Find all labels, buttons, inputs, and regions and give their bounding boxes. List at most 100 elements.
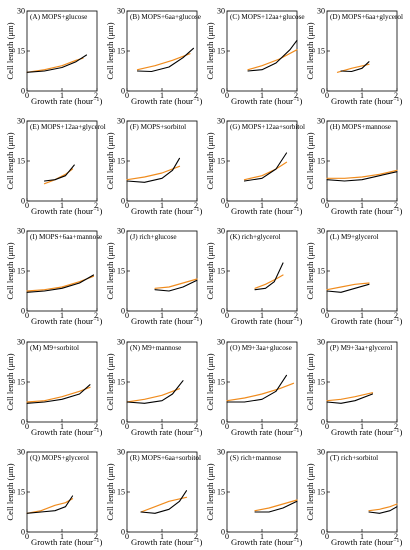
panel-title: (L) M9+glycerol	[330, 233, 379, 241]
panel-e: (E) MOPS+12aa+glycerol 0 15 30 0 1 Cell length…	[5, 117, 106, 217]
x-axis-title: Growth rate (hour−1)	[231, 206, 302, 216]
panel-p: (P) M9+3aa+glycerol 0 15 30 0 1 Cell length (μ…	[305, 338, 402, 438]
y-tick-label: 0	[221, 307, 225, 316]
panel-h: (H) MOPS+mannose 0 15 30 0 1 Cell length (μm) G…	[305, 117, 402, 217]
y-tick-label: 30	[217, 117, 225, 126]
panel-title: (F) MOPS+sorbitol	[130, 123, 186, 131]
black-curve	[26, 274, 95, 293]
x-tick-label: 1	[260, 311, 264, 320]
panel-o: (O) M9+3aa+glucose 0 15 30 0 1 Cell length (μm…	[205, 338, 302, 438]
plot-frame	[326, 341, 398, 423]
y-axis-title: Cell length (μm)	[305, 463, 315, 520]
orange-curve	[26, 57, 84, 73]
y-tick-label: 0	[321, 418, 325, 427]
panel-a: (A) MOPS+glucose 0 15 30 0 1 Cell length (μm) G…	[5, 7, 102, 107]
x-tick-label: 1	[360, 422, 364, 431]
black-curve	[226, 374, 288, 403]
x-tick-label: 1	[360, 311, 364, 320]
black-curve	[26, 54, 88, 73]
panel-title: (P) M9+3aa+glycerol	[330, 344, 392, 352]
x-tick-label: 1	[160, 91, 164, 100]
x-tick-label: 0	[125, 311, 129, 320]
y-tick-label: 15	[317, 157, 325, 166]
y-tick-label: 15	[217, 47, 225, 56]
x-tick-label: 2	[94, 311, 98, 320]
x-tick-label: 1	[160, 532, 164, 541]
black-curve	[26, 384, 91, 404]
panel-b: (B) MOPS+6aa+glucose 0 15 30 0 1 Cell length (…	[105, 7, 202, 107]
x-tick-label: 1	[260, 91, 264, 100]
plot-frame	[226, 230, 298, 312]
y-tick-label: 15	[117, 157, 125, 166]
x-tick-label: 0	[125, 201, 129, 210]
y-axis-title: Cell length (μm)	[5, 132, 15, 189]
panel-l: (L) M9+glycerol 0 15 30 0 1 Cell length (μm) Gr…	[305, 227, 402, 327]
y-axis-title: Cell length (μm)	[5, 463, 15, 520]
plot-frame	[26, 341, 98, 423]
y-tick-label: 30	[17, 117, 25, 126]
panel-title: (E) MOPS+12aa+glycerol	[30, 123, 106, 131]
x-tick-label: 2	[394, 311, 398, 320]
x-tick-label: 1	[60, 311, 64, 320]
x-tick-label: 0	[125, 532, 129, 541]
panel-k: (K) rich+glycerol 0 15 30 0 1 Cell length (μm)…	[205, 227, 302, 327]
x-axis-title: Growth rate (hour−1)	[131, 537, 202, 547]
black-curve	[326, 171, 398, 182]
x-axis-title: Growth rate (hour−1)	[131, 96, 202, 106]
panel-title: (G) MOPS+12aa+sorbitol	[230, 123, 305, 131]
panel-i: (I) MOPS+6aa+mannose 0 15 30 0 1 Cell length (…	[5, 227, 102, 327]
x-tick-label: 1	[60, 422, 64, 431]
panel-title: (K) rich+glycerol	[230, 233, 281, 241]
orange-curve	[26, 498, 74, 514]
y-axis-title: Cell length (μm)	[205, 22, 215, 79]
black-curve	[243, 152, 288, 182]
y-tick-label: 30	[117, 448, 125, 457]
x-tick-label: 2	[194, 422, 198, 431]
x-tick-label: 1	[260, 201, 264, 210]
panel-title: (M) M9+sorbitol	[30, 344, 79, 352]
y-tick-label: 15	[17, 267, 25, 276]
black-curve	[136, 47, 195, 73]
black-curve	[340, 61, 370, 73]
x-axis-title: Growth rate (hour−1)	[31, 96, 102, 106]
y-tick-label: 15	[217, 378, 225, 387]
y-tick-label: 30	[317, 448, 325, 457]
orange-curve	[126, 388, 181, 403]
y-axis-title: Cell length (μm)	[305, 242, 315, 299]
panel-title: (Q) MOPS+glycerol	[30, 454, 89, 462]
orange-curve	[326, 282, 370, 291]
y-tick-label: 0	[121, 87, 125, 96]
y-tick-label: 30	[17, 227, 25, 236]
x-tick-label: 1	[260, 532, 264, 541]
plot-frame	[126, 230, 198, 312]
y-axis-title: Cell length (μm)	[205, 353, 215, 410]
orange-curve	[26, 386, 91, 403]
orange-curve	[154, 278, 198, 289]
y-tick-label: 30	[317, 117, 325, 126]
y-tick-label: 30	[117, 117, 125, 126]
x-axis-title: Growth rate (hour−1)	[31, 537, 102, 547]
y-tick-label: 30	[17, 338, 25, 347]
x-tick-label: 2	[94, 91, 98, 100]
y-tick-label: 0	[321, 307, 325, 316]
plot-frame	[326, 451, 398, 533]
orange-curve	[247, 49, 298, 71]
x-tick-label: 0	[25, 91, 29, 100]
y-tick-label: 30	[317, 338, 325, 347]
orange-curve	[126, 165, 181, 181]
x-tick-label: 0	[125, 422, 129, 431]
y-tick-label: 30	[117, 338, 125, 347]
x-tick-label: 0	[25, 532, 29, 541]
x-tick-label: 2	[294, 422, 298, 431]
panel-title: (S) rich+mannose	[230, 454, 281, 462]
y-tick-label: 30	[317, 7, 325, 16]
plot-frame	[126, 341, 198, 423]
x-tick-label: 0	[25, 201, 29, 210]
y-axis-title: Cell length (μm)	[105, 353, 115, 410]
y-axis-title: Cell length (μm)	[105, 132, 115, 189]
y-tick-label: 0	[21, 87, 25, 96]
orange-curve	[243, 161, 288, 181]
x-tick-label: 1	[60, 201, 64, 210]
plot-frame	[126, 451, 198, 533]
